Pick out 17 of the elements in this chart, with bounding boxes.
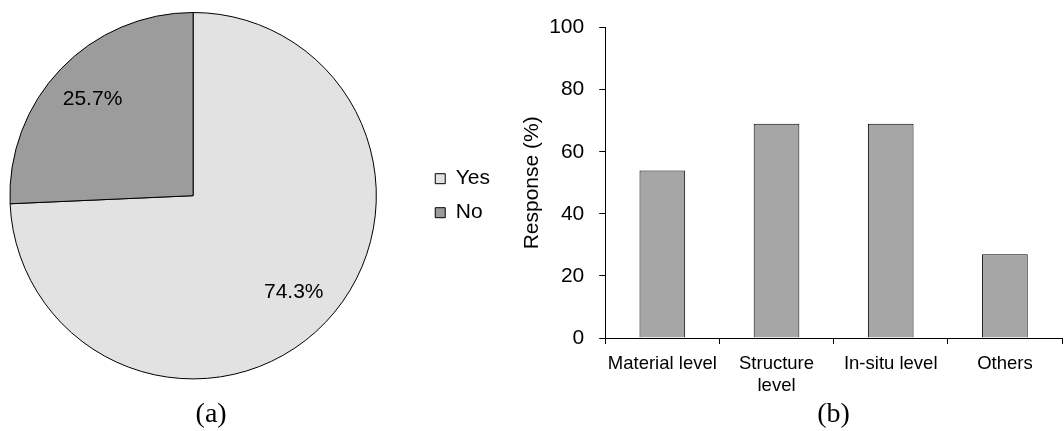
y-tick-label: 80 [560,76,585,100]
text: (b) [817,396,850,428]
y-tick-label: 60 [560,138,585,162]
y-tick-label: 40 [560,200,585,224]
x-tick-label: In-situ level [843,352,938,374]
x-tick-label: Others [977,352,1033,374]
y-tick-label: 100 [549,14,585,38]
y-tick-label: 20 [560,262,585,286]
data-label: 74.3% [263,278,324,302]
y-axis-title: Response (%) [519,116,543,250]
y-tick-label: 0 [572,324,585,348]
data-label: 25.7% [62,86,123,110]
x-tick-label: Structure level [738,352,815,396]
legend-label: Yes [455,165,491,189]
legend-label: No [455,199,483,223]
x-tick-label: Material level [607,352,717,374]
text: (a) [195,396,227,428]
